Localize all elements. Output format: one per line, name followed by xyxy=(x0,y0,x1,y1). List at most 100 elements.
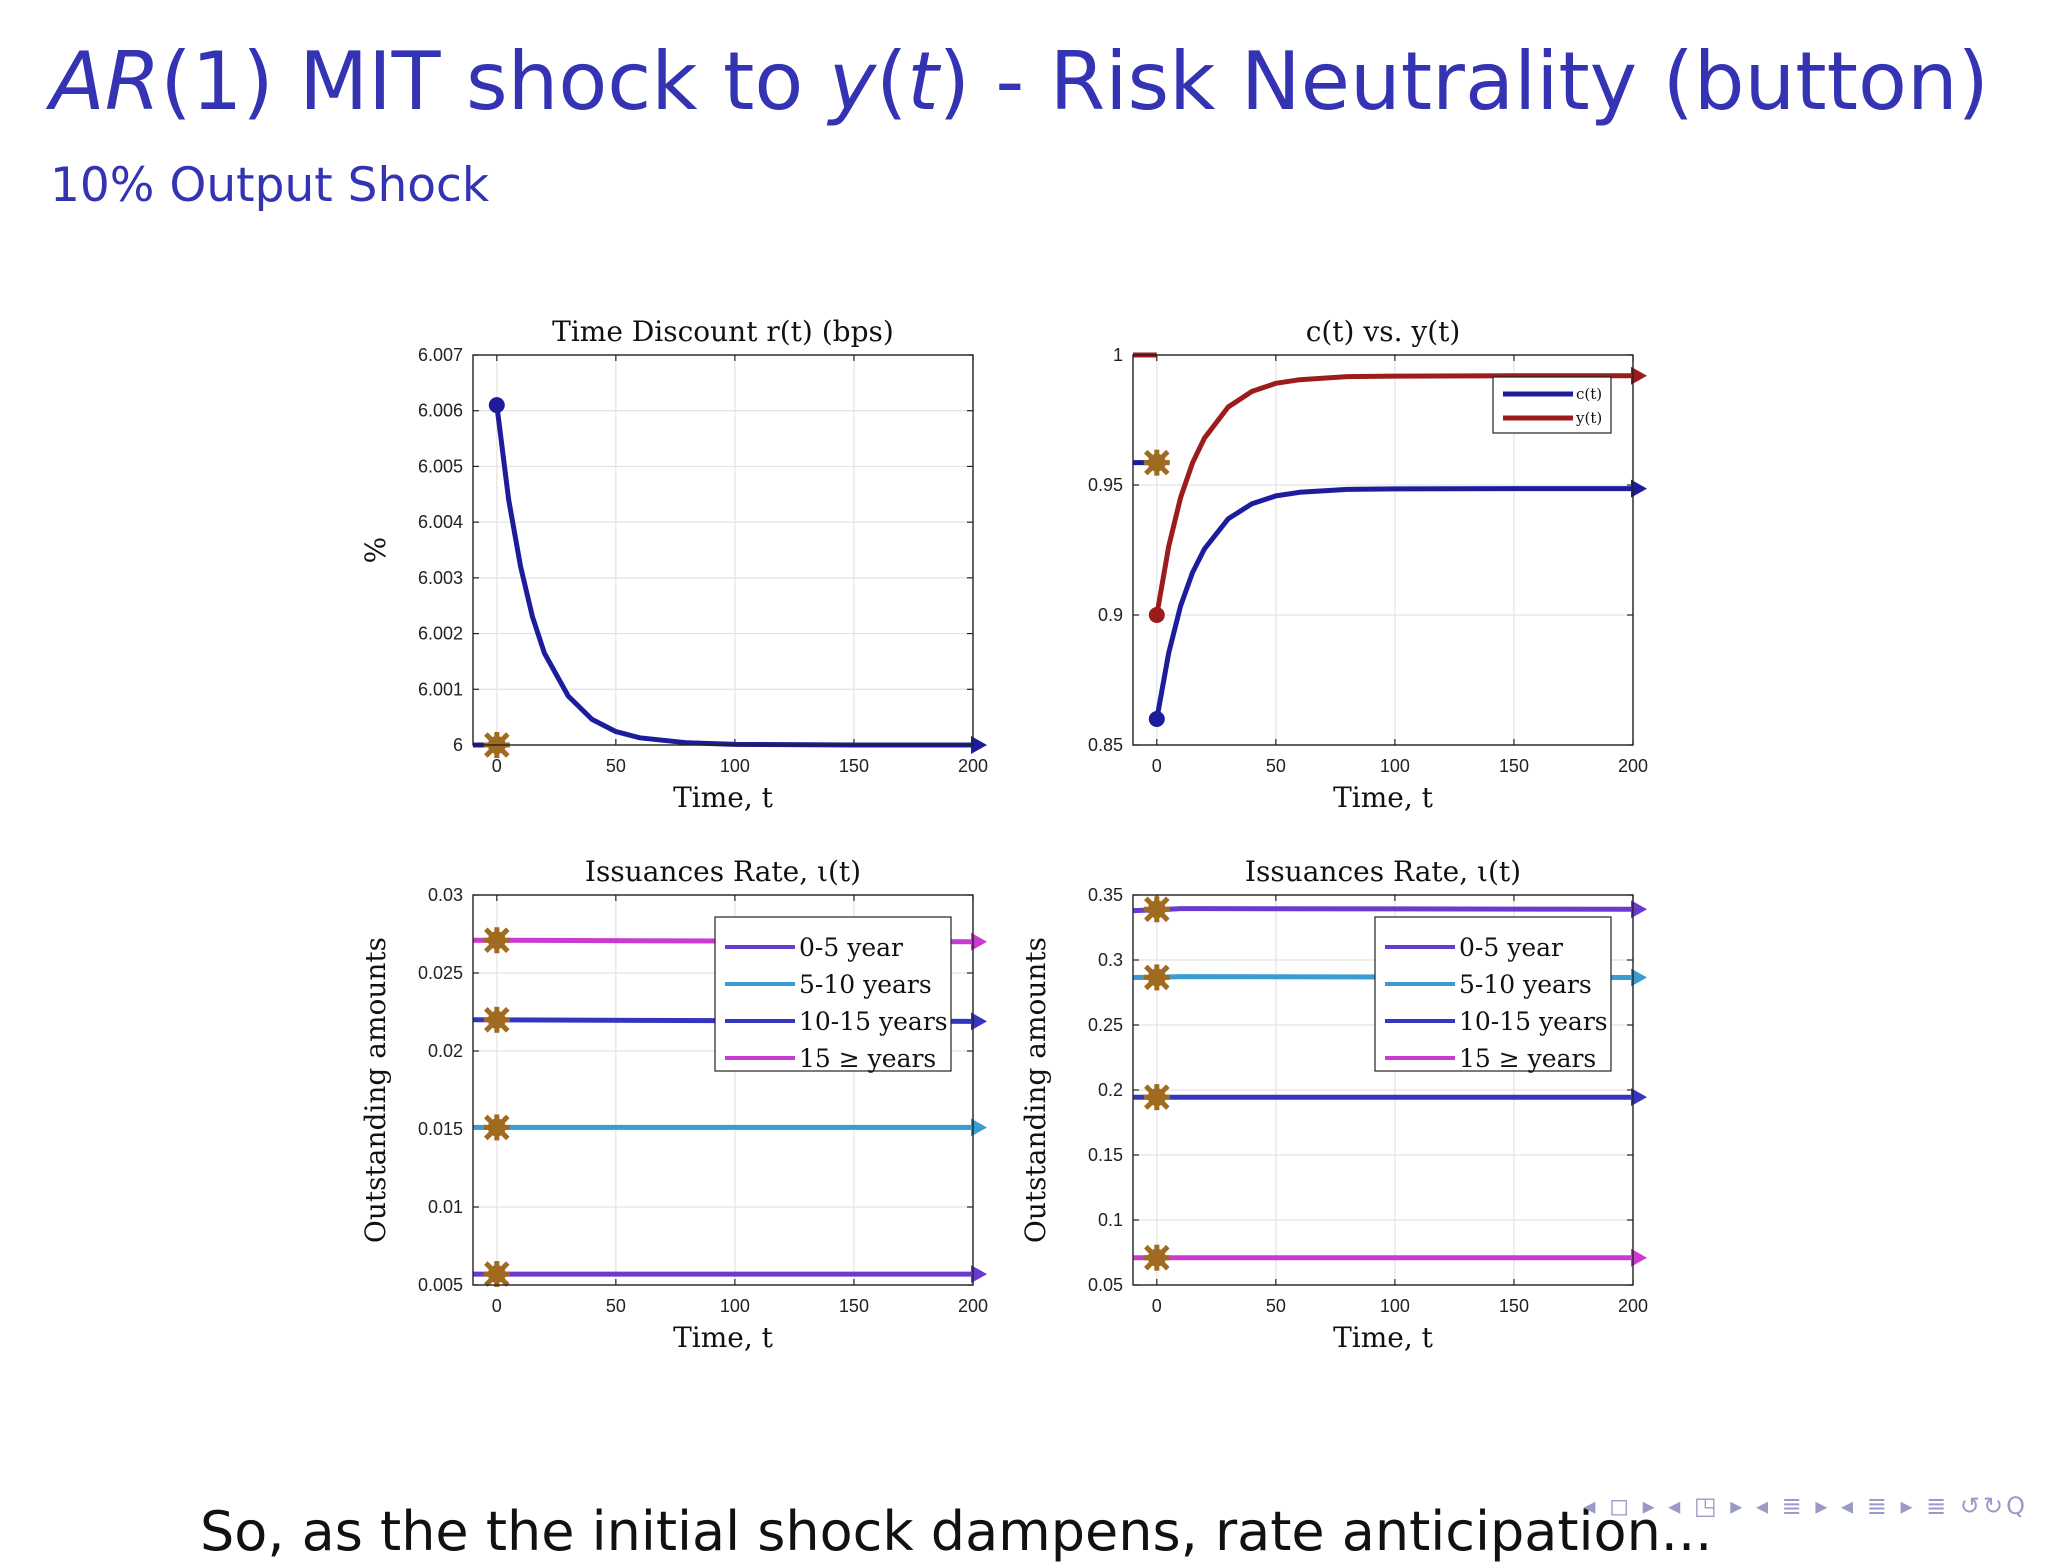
panel-2-ytick-label-0: 0.85 xyxy=(1088,735,1123,755)
panel-4-legend-label-1: 5-10 years xyxy=(1459,970,1592,999)
panel-3-xtick-label-3: 150 xyxy=(839,1296,869,1316)
panel-4-series-3-arrow xyxy=(1631,1248,1647,1267)
panel-2-series-0-start-point xyxy=(1148,711,1165,727)
panel-1-ytick-label-7: 6.007 xyxy=(418,345,463,365)
panel-3-ytick-label-3: 0.02 xyxy=(428,1041,463,1061)
slide-subtitle: 10% Output Shock xyxy=(50,158,490,213)
panel-2-series-1-start-point xyxy=(1148,607,1165,623)
panel-4-legend-label-2: 10-15 years xyxy=(1459,1007,1608,1036)
panel-4-ytick-label-5: 0.3 xyxy=(1098,950,1123,970)
panel-2-marker-0 xyxy=(1143,449,1170,476)
panel-3-legend-label-1: 5-10 years xyxy=(799,970,932,999)
panel-3-ytick-label-1: 0.01 xyxy=(428,1197,463,1217)
panel-1-xtick-label-0: 0 xyxy=(492,756,502,776)
panel-1-series-0-start-point xyxy=(488,397,505,414)
bottom-text: So, as the the initial shock dampens, ra… xyxy=(200,1500,1713,1563)
panel-1-title: Time Discount r(t) (bps) xyxy=(552,315,894,348)
panel-2-legend-label-1: y(t) xyxy=(1575,409,1602,427)
panel-4-ylabel: Outstanding amounts xyxy=(1019,937,1052,1243)
panel-2-xtick-label-1: 50 xyxy=(1266,756,1286,776)
panel-4-legend-label-0: 0-5 year xyxy=(1459,933,1563,962)
panel-4-xtick-label-1: 50 xyxy=(1266,1296,1286,1316)
panel-4-series-1-arrow xyxy=(1631,968,1647,987)
panel-4-ytick-label-6: 0.35 xyxy=(1088,885,1123,905)
panel-1-xtick-label-4: 200 xyxy=(958,756,988,776)
panel-3-axes-frame xyxy=(472,894,974,1286)
panel-3-legend-label-3: 15 ≥ years xyxy=(799,1044,936,1073)
panel-4-xlabel: Time, t xyxy=(1333,1321,1434,1354)
panel-4-marker-0 xyxy=(1143,896,1170,923)
panel-2-series-1-arrow xyxy=(1631,366,1647,385)
panel-3-legend-label-0: 0-5 year xyxy=(799,933,903,962)
panel-3-series-3-arrow xyxy=(971,932,987,951)
panel-3-series-2-arrow xyxy=(971,1012,987,1031)
panel-2-ytick-label-3: 1 xyxy=(1113,345,1123,365)
panel-3-legend-box xyxy=(714,916,952,1072)
panel-3-marker-0 xyxy=(483,1261,510,1288)
panel-3-ytick-label-5: 0.03 xyxy=(428,885,463,905)
panel-3-title: Issuances Rate, ι(t) xyxy=(585,855,861,888)
panel-3-marker-2 xyxy=(483,1006,510,1033)
panel-3-xtick-label-4: 200 xyxy=(958,1296,988,1316)
panel-4-ytick-label-1: 0.1 xyxy=(1098,1210,1123,1230)
panel-3-marker-3 xyxy=(483,927,510,954)
title-rest-2: ) - Risk Neutrality (button) xyxy=(938,35,1989,128)
panel-1-xtick-label-3: 150 xyxy=(839,756,869,776)
panel-2-xtick-label-4: 200 xyxy=(1618,756,1648,776)
panel-2-legend-label-0: c(t) xyxy=(1576,385,1602,403)
panel-4-ytick-label-4: 0.25 xyxy=(1088,1015,1123,1035)
panel-4-xtick-label-2: 100 xyxy=(1380,1296,1410,1316)
panel-2-axes-frame xyxy=(1132,354,1634,746)
panel-2-xtick-label-3: 150 xyxy=(1499,756,1529,776)
title-y: y xyxy=(828,35,877,128)
panel-4-legend-label-3: 15 ≥ years xyxy=(1459,1044,1596,1073)
panel-1-ytick-label-2: 6.002 xyxy=(418,624,463,644)
panel-2-series-0 xyxy=(1154,486,1633,720)
panel-4-marker-2 xyxy=(1143,1084,1170,1111)
panel-1-series-0-arrow xyxy=(971,736,987,754)
panel-1-ytick-label-6: 6.006 xyxy=(418,401,463,421)
panel-3-xtick-label-0: 0 xyxy=(492,1296,502,1316)
panel-1-ytick-label-1: 6.001 xyxy=(418,679,463,699)
beamer-navigation[interactable]: ◂ ◻ ▸ ◂ ◳ ▸ ◂ ≣ ▸ ◂ ≣ ▸ ≣ ↺↻Q xyxy=(1583,1492,2028,1520)
panel-4-axes-frame xyxy=(1132,894,1634,1286)
panel-4-marker-1 xyxy=(1143,964,1170,991)
panel-1-ytick-label-4: 6.004 xyxy=(418,512,463,532)
title-rest-1: (1) MIT shock to xyxy=(160,35,829,128)
panel-4-ytick-label-0: 0.05 xyxy=(1088,1275,1123,1295)
panel-4-xtick-label-3: 150 xyxy=(1499,1296,1529,1316)
panel-2-title: c(t) vs. y(t) xyxy=(1306,315,1461,348)
panel-3-marker-1 xyxy=(483,1114,510,1141)
panel-1-xtick-label-2: 100 xyxy=(720,756,750,776)
panel-4-title: Issuances Rate, ι(t) xyxy=(1245,855,1521,888)
panel-1-ytick-label-5: 6.005 xyxy=(418,456,463,476)
panel-4-ytick-label-3: 0.2 xyxy=(1098,1080,1123,1100)
panel-2-xtick-label-2: 100 xyxy=(1380,756,1410,776)
panel-1-ytick-label-0: 6 xyxy=(453,735,463,755)
panel-4-xtick-label-0: 0 xyxy=(1152,1296,1162,1316)
panel-3-ytick-label-4: 0.025 xyxy=(418,963,463,983)
panel-4-marker-3 xyxy=(1143,1244,1170,1271)
panel-1-ytick-label-3: 6.003 xyxy=(418,568,463,588)
panel-3-series-1-arrow xyxy=(971,1118,987,1137)
panel-4-xtick-label-4: 200 xyxy=(1618,1296,1648,1316)
panel-1-ylabel: % xyxy=(359,537,392,564)
panel-4-series-0-arrow xyxy=(1631,900,1647,919)
title-paren: ( xyxy=(876,35,908,128)
panel-2-legend-box xyxy=(1492,376,1612,434)
panel-3-ytick-label-0: 0.005 xyxy=(418,1275,463,1295)
panel-2-ytick-label-1: 0.9 xyxy=(1098,605,1123,625)
panel-1-xtick-label-1: 50 xyxy=(606,756,626,776)
panel-2-xtick-label-0: 0 xyxy=(1152,756,1162,776)
panel-3-ytick-label-2: 0.015 xyxy=(418,1119,463,1139)
title-t: t xyxy=(907,35,939,128)
title-ar: AR xyxy=(50,35,161,128)
panel-4-series-0 xyxy=(1132,906,1634,914)
panel-2-series-0-arrow xyxy=(1631,479,1647,498)
panel-4-ytick-label-2: 0.15 xyxy=(1088,1145,1123,1165)
panel-2-xlabel: Time, t xyxy=(1333,781,1434,814)
panel-3-xlabel: Time, t xyxy=(673,1321,774,1354)
panel-1-axes-frame xyxy=(472,354,974,746)
panel-3-xtick-label-1: 50 xyxy=(606,1296,626,1316)
